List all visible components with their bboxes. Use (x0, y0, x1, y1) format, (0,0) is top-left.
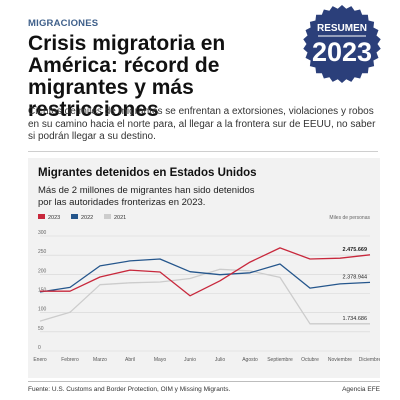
intro-text: Cientos de miles de migrantes se enfrent… (28, 106, 376, 142)
x-tick-label: Julio (215, 357, 226, 363)
resumen-2023-seal: RESUMEN 2023 (303, 5, 381, 83)
x-tick-label: Noviembre (328, 357, 352, 363)
annotation-2022: 2.378.944 (343, 274, 367, 280)
y-tick-label: 150 (38, 288, 47, 294)
annotation-2021: 1.734.686 (343, 316, 367, 322)
agency-credit: Agencia EFE (342, 386, 380, 393)
y-tick-label: 100 (38, 307, 47, 313)
x-tick-label: Enero (33, 357, 47, 363)
line-chart: 2023 2022 2021 Miles de personas 0 50 100 150 20… (33, 214, 380, 363)
seal-badge-shape (303, 5, 381, 83)
x-tick-label: Marzo (93, 357, 107, 363)
x-tick-label: Febrero (61, 357, 79, 363)
legend-label-2022: 2022 (81, 215, 93, 221)
unit-label: Miles de personas (329, 215, 370, 221)
x-tick-label: Junio (184, 357, 196, 363)
source-note: Fuente: U.S. Customs and Border Protecti… (28, 386, 231, 393)
y-tick-label: 200 (38, 268, 47, 274)
y-tick-label: 50 (38, 326, 44, 332)
chart-panel: Migrantes detenidos en Estados Unidos Má… (28, 158, 380, 378)
footer-divider (28, 381, 380, 382)
headline: Crisis migratoria en América: récord de … (28, 32, 226, 121)
x-tick-label: Mayo (154, 357, 166, 363)
legend-swatch-2023 (38, 214, 45, 219)
chart-subtitle: Más de 2 millones de migrantes han sido … (38, 185, 255, 208)
x-tick-label: Abril (125, 357, 135, 363)
series-line-2022 (39, 258, 371, 293)
x-tick-label: Septiembre (267, 357, 293, 363)
seal-top-text: RESUMEN (317, 23, 367, 34)
x-tick-label: Diciembre (359, 357, 380, 363)
annotation-2023: 2.475.669 (343, 247, 367, 253)
section-kicker: MIGRACIONES (28, 18, 99, 29)
x-tick-label: Octubre (301, 357, 319, 363)
legend-label-2023: 2023 (48, 215, 60, 221)
y-tick-label: 300 (38, 230, 47, 236)
legend-swatch-2022 (71, 214, 78, 219)
legend-label-2021: 2021 (114, 215, 126, 221)
legend-swatch-2021 (104, 214, 111, 219)
y-tick-label: 250 (38, 249, 47, 255)
x-tick-label: Agosto (242, 357, 258, 363)
series-line-2021 (39, 268, 370, 325)
chart-title: Migrantes detenidos en Estados Unidos (38, 167, 257, 179)
header-divider (28, 151, 378, 152)
seal-year-text: 2023 (312, 37, 372, 67)
series-line-2023 (40, 247, 371, 297)
y-tick-label: 0 (38, 345, 41, 351)
